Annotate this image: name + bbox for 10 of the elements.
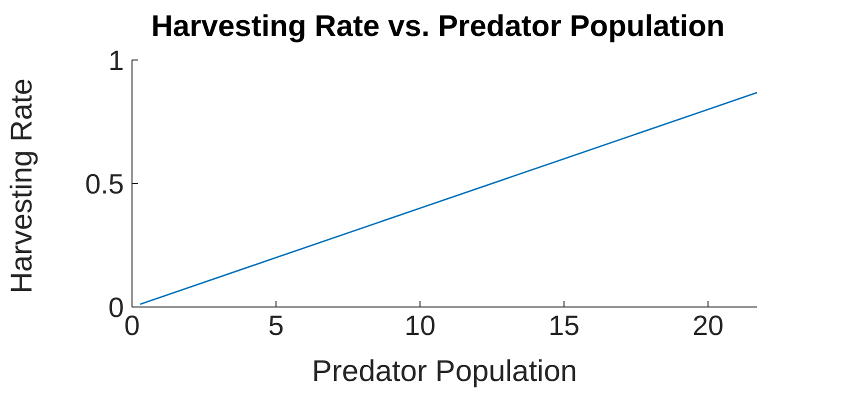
x-axis-title: Predator Population — [312, 355, 578, 388]
x-tick-label: 5 — [268, 310, 284, 341]
y-tick-label: 0.5 — [85, 168, 124, 200]
x-tick-label: 20 — [692, 310, 724, 341]
y-tick-label: 1 — [108, 44, 124, 76]
x-tick-label: 15 — [548, 310, 580, 341]
chart-title: Harvesting Rate vs. Predator Population — [150, 10, 726, 44]
x-tick-label: 10 — [404, 310, 436, 341]
line-series — [140, 92, 757, 305]
y-axis-title: Harvesting Rate — [6, 78, 39, 294]
